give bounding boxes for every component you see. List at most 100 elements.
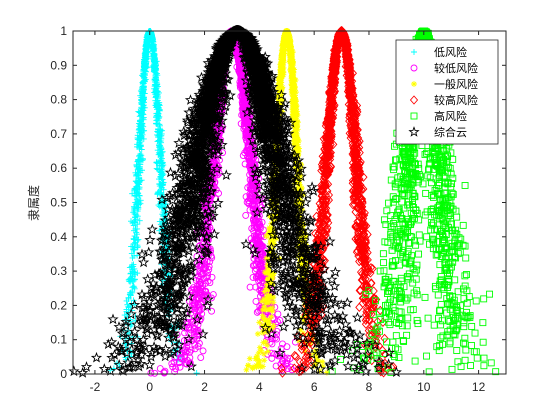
data-point xyxy=(279,69,286,76)
data-point xyxy=(137,118,144,125)
data-point xyxy=(157,150,164,157)
data-point xyxy=(154,190,161,197)
data-point xyxy=(246,355,253,362)
data-point xyxy=(134,225,141,232)
data-point xyxy=(136,192,143,199)
data-point xyxy=(144,32,151,39)
data-point xyxy=(160,186,167,193)
data-point xyxy=(138,157,145,164)
data-point xyxy=(139,100,146,107)
data-point xyxy=(138,109,145,116)
data-point xyxy=(278,64,285,71)
data-point xyxy=(138,97,145,104)
data-point xyxy=(270,299,277,306)
data-point xyxy=(158,168,165,175)
data-point xyxy=(121,312,128,319)
data-point xyxy=(280,39,287,46)
data-point xyxy=(283,343,291,351)
data-point xyxy=(157,133,164,140)
data-point xyxy=(133,188,140,195)
data-point xyxy=(123,297,130,304)
data-point xyxy=(131,252,138,259)
data-point xyxy=(134,166,141,173)
data-point xyxy=(130,222,137,229)
data-point xyxy=(208,307,216,315)
data-point xyxy=(142,54,149,61)
data-point xyxy=(136,184,143,191)
data-point xyxy=(136,153,143,160)
data-point xyxy=(291,76,298,83)
data-point xyxy=(141,54,148,61)
data-point xyxy=(152,91,159,98)
data-point xyxy=(142,68,149,75)
data-point xyxy=(150,42,157,49)
data-point xyxy=(134,197,141,204)
data-point xyxy=(254,330,261,337)
data-point xyxy=(261,357,268,364)
data-point xyxy=(149,48,156,55)
data-point xyxy=(158,175,165,182)
data-point xyxy=(158,155,165,162)
data-point xyxy=(274,310,282,318)
data-point xyxy=(279,54,286,61)
data-point xyxy=(131,244,138,251)
data-point xyxy=(155,104,162,111)
data-point xyxy=(286,51,293,58)
data-point xyxy=(157,158,164,165)
data-point xyxy=(138,121,145,128)
data-point xyxy=(137,152,144,159)
data-point xyxy=(156,218,163,225)
data-point xyxy=(152,75,159,82)
data-point xyxy=(158,204,165,211)
data-point xyxy=(130,236,137,243)
data-point xyxy=(157,128,164,135)
data-point xyxy=(130,209,137,216)
data-point xyxy=(295,145,302,152)
data-point xyxy=(127,292,134,299)
data-point xyxy=(135,204,142,211)
data-point xyxy=(131,285,138,292)
data-point xyxy=(153,159,160,166)
data-point xyxy=(133,178,140,185)
data-point xyxy=(130,246,137,253)
data-point xyxy=(193,370,200,377)
data-point xyxy=(139,92,146,99)
data-point xyxy=(132,185,139,192)
data-point xyxy=(285,39,292,46)
data-point xyxy=(154,147,161,154)
data-point xyxy=(151,369,159,377)
data-point xyxy=(151,85,158,92)
data-point xyxy=(262,338,269,345)
data-point xyxy=(137,156,144,163)
data-point xyxy=(136,140,143,147)
data-point xyxy=(136,217,143,224)
data-point xyxy=(150,68,157,75)
data-point xyxy=(151,59,158,66)
data-point xyxy=(143,39,150,46)
data-point xyxy=(131,207,138,214)
data-point xyxy=(139,81,146,88)
data-point xyxy=(126,276,133,283)
data-point xyxy=(288,57,295,64)
data-point xyxy=(134,270,141,277)
data-point xyxy=(256,319,263,326)
data-point xyxy=(291,94,298,101)
data-point xyxy=(140,87,147,94)
data-point xyxy=(132,239,139,246)
data-point xyxy=(156,189,163,196)
data-point xyxy=(124,301,131,308)
data-point xyxy=(199,347,207,355)
data-point xyxy=(159,182,166,189)
data-point xyxy=(128,270,135,277)
data-point xyxy=(134,252,141,259)
data-point xyxy=(128,218,135,225)
data-point xyxy=(137,197,144,204)
data-point xyxy=(157,142,164,149)
data-point xyxy=(155,110,162,117)
data-point xyxy=(319,358,326,365)
data-point xyxy=(259,306,266,313)
data-point xyxy=(151,60,158,67)
data-point xyxy=(156,121,163,128)
data-point xyxy=(122,354,129,361)
